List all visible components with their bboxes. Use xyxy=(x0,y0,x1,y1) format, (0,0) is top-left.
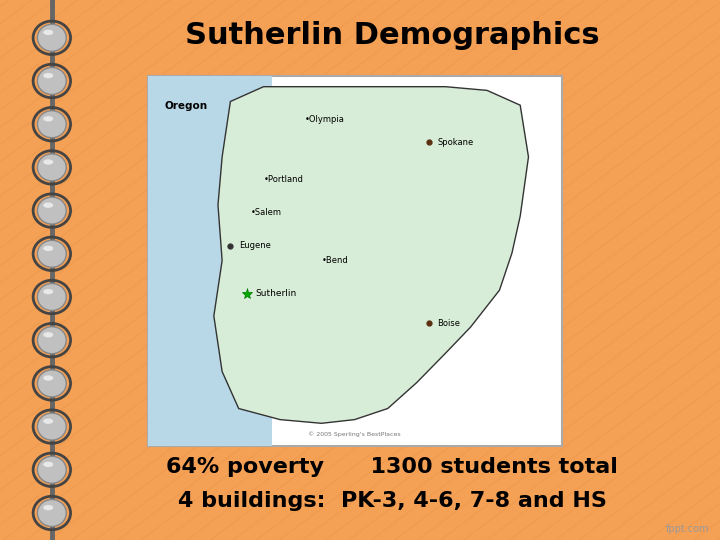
Text: 4 buildings:  PK-3, 4-6, 7-8 and HS: 4 buildings: PK-3, 4-6, 7-8 and HS xyxy=(178,491,607,511)
Ellipse shape xyxy=(37,68,66,94)
Text: •Olympia: •Olympia xyxy=(305,116,345,125)
Text: 64% poverty      1300 students total: 64% poverty 1300 students total xyxy=(166,457,618,477)
Ellipse shape xyxy=(37,500,66,526)
Text: Eugene: Eugene xyxy=(238,241,271,250)
Ellipse shape xyxy=(37,154,66,181)
Text: Sutherlin: Sutherlin xyxy=(255,289,297,298)
Ellipse shape xyxy=(37,413,66,440)
Ellipse shape xyxy=(43,116,53,122)
Text: Spokane: Spokane xyxy=(438,138,474,147)
Text: fppt.com: fppt.com xyxy=(666,523,709,534)
Text: •Salem: •Salem xyxy=(251,208,282,217)
Ellipse shape xyxy=(43,289,53,294)
Ellipse shape xyxy=(37,370,66,397)
Ellipse shape xyxy=(37,327,66,354)
Text: •Bend: •Bend xyxy=(321,256,348,265)
Ellipse shape xyxy=(43,375,53,381)
Ellipse shape xyxy=(43,73,53,78)
Text: Oregon: Oregon xyxy=(164,101,207,111)
Ellipse shape xyxy=(37,456,66,483)
Ellipse shape xyxy=(43,332,53,338)
Ellipse shape xyxy=(43,30,53,35)
Text: •Portland: •Portland xyxy=(264,174,303,184)
Text: Boise: Boise xyxy=(438,319,460,328)
FancyBboxPatch shape xyxy=(148,76,271,446)
Ellipse shape xyxy=(43,418,53,424)
Polygon shape xyxy=(214,87,528,423)
Text: © 2005 Sperling's BestPlaces: © 2005 Sperling's BestPlaces xyxy=(308,431,401,437)
Text: Sutherlin Demographics: Sutherlin Demographics xyxy=(185,21,600,50)
FancyBboxPatch shape xyxy=(148,76,562,446)
Ellipse shape xyxy=(43,246,53,251)
Ellipse shape xyxy=(37,24,66,51)
Ellipse shape xyxy=(43,159,53,165)
Ellipse shape xyxy=(43,505,53,510)
Ellipse shape xyxy=(43,202,53,208)
Ellipse shape xyxy=(37,197,66,224)
Ellipse shape xyxy=(43,462,53,467)
Ellipse shape xyxy=(37,240,66,267)
Ellipse shape xyxy=(37,111,66,138)
Ellipse shape xyxy=(37,284,66,310)
